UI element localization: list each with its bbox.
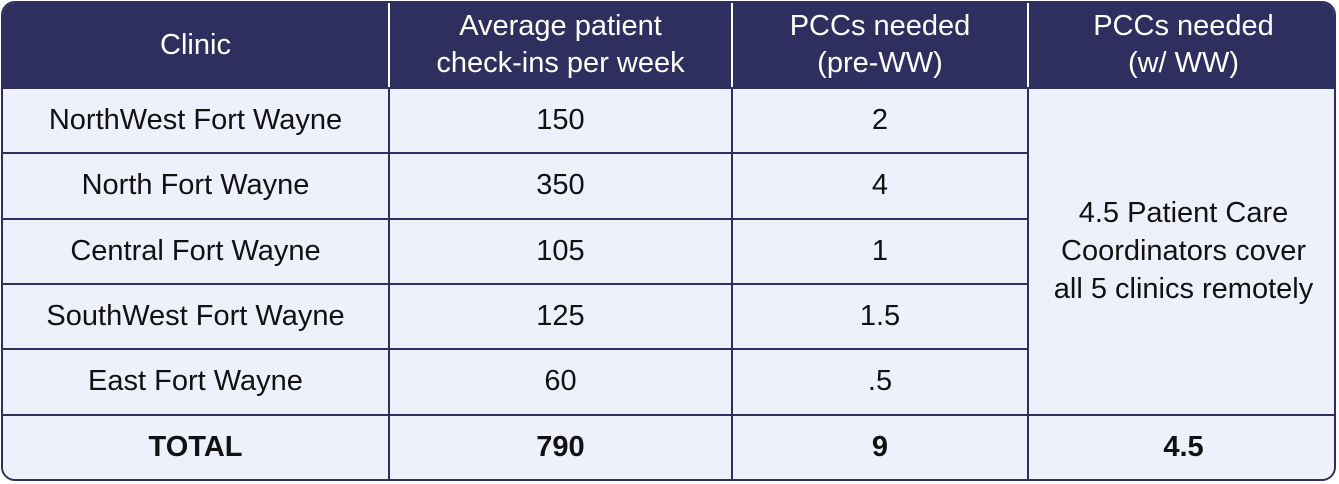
header-pre-ww-text: PCCs needed (pre-WW): [789, 10, 971, 79]
ww-merged-cell: 4.5 Patient Care Coordinators cover all …: [1027, 87, 1334, 416]
table-row: SouthWest Fort Wayne 125 1.5: [3, 282, 1334, 351]
total-row: TOTAL 790 9 4.5: [3, 413, 1334, 479]
pre-ww-cell: 4: [731, 152, 1028, 220]
header-ww-text: PCCs needed (w/ WW): [1093, 10, 1274, 79]
header-ww: PCCs needed (w/ WW): [1027, 3, 1334, 89]
clinic-cell: NorthWest Fort Wayne: [3, 86, 390, 155]
total-label: TOTAL: [3, 413, 390, 479]
table-row: North Fort Wayne 350 4: [3, 152, 1334, 220]
header-pre-ww: PCCs needed (pre-WW): [731, 3, 1029, 89]
clinic-cell: Central Fort Wayne: [3, 217, 390, 285]
pre-ww-cell: .5: [731, 348, 1028, 416]
clinic-cell: SouthWest Fort Wayne: [3, 282, 390, 351]
pre-ww-cell: 2: [731, 86, 1029, 155]
table-row: NorthWest Fort Wayne 150 2 4.5 Patient C…: [3, 86, 1334, 416]
checkins-cell: 105: [388, 217, 733, 285]
checkins-cell: 60: [388, 348, 733, 416]
total-checkins: 790: [388, 413, 733, 479]
table-row: Central Fort Wayne 105 1: [3, 217, 1334, 285]
table-row: East Fort Wayne 60 .5: [3, 348, 1334, 416]
total-pre-ww: 9: [731, 413, 1029, 479]
header-checkins-text: Average patient check-ins per week: [436, 10, 685, 79]
pre-ww-cell: 1: [731, 217, 1028, 285]
total-ww: 4.5: [1027, 413, 1334, 479]
header-clinic: Clinic: [3, 3, 390, 89]
clinic-cell: East Fort Wayne: [3, 348, 390, 416]
checkins-cell: 150: [388, 86, 733, 155]
checkins-cell: 350: [388, 152, 733, 220]
checkins-cell: 125: [388, 282, 733, 351]
pre-ww-cell: 1.5: [731, 282, 1028, 351]
header-row: Clinic Average patient check-ins per wee…: [3, 3, 1334, 89]
clinic-cell: North Fort Wayne: [3, 152, 390, 220]
ww-merged-note: 4.5 Patient Care Coordinators cover all …: [1053, 197, 1314, 306]
pcc-staffing-table: Clinic Average patient check-ins per wee…: [3, 3, 1334, 479]
header-checkins: Average patient check-ins per week: [388, 3, 733, 89]
